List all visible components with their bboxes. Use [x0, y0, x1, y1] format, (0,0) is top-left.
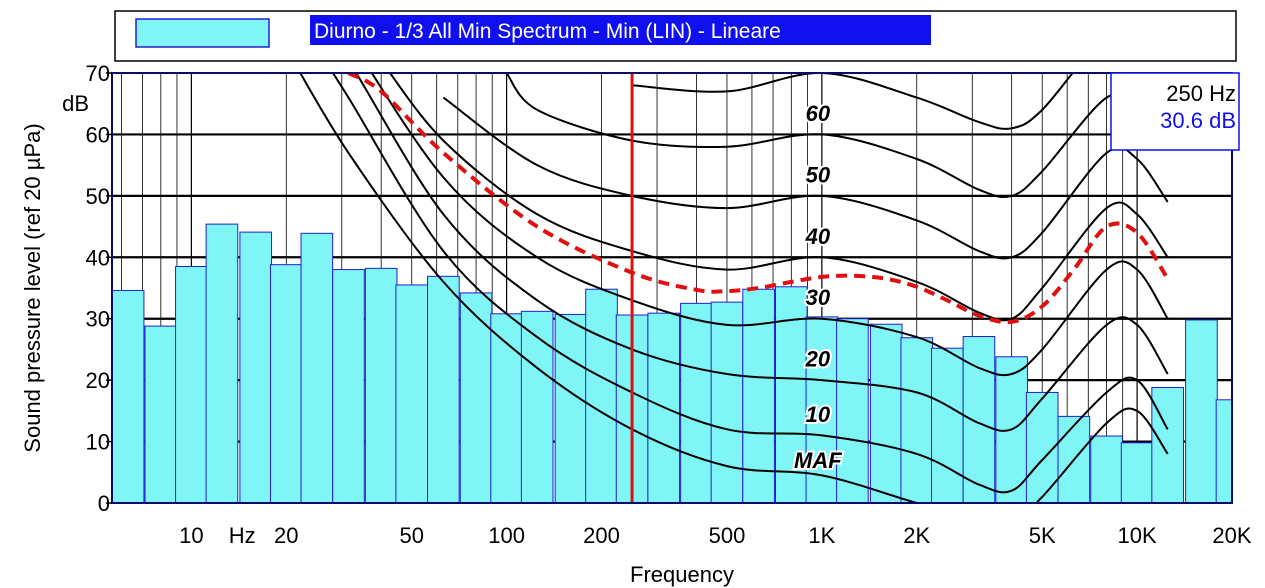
- spectrum-bar: [364, 267, 398, 504]
- contour-curve: [388, 73, 1169, 322]
- spectrum-bar: [175, 266, 208, 504]
- spectrum-bar: [836, 318, 869, 504]
- contour-label: 30: [806, 285, 831, 310]
- spectrum-bar: [1090, 435, 1123, 504]
- legend-label-background: [310, 15, 931, 45]
- spectrum-bar: [427, 275, 460, 504]
- spectrum-bar: [900, 337, 934, 504]
- spectrum-bar: [930, 347, 964, 504]
- spectrum-bar: [332, 269, 365, 504]
- spectrum-bar: [585, 288, 618, 504]
- x-tick-label: 100: [488, 523, 525, 548]
- spectrum-bar: [111, 289, 145, 504]
- spectrum-bar: [1151, 387, 1184, 504]
- contour-label: MAF: [794, 448, 842, 473]
- x-tick-label: 500: [709, 523, 746, 548]
- spectrum-bar: [239, 231, 273, 504]
- x-tick-label: 10: [179, 523, 203, 548]
- contour-label: 10: [806, 402, 831, 427]
- contour-curve: [331, 73, 1169, 494]
- x-tick-label: 200: [583, 523, 620, 548]
- y-tick-label: 60: [86, 122, 110, 147]
- x-tick-label: 50: [399, 523, 423, 548]
- x-tick-label: 1K: [808, 523, 835, 548]
- spectrum-bar: [1215, 399, 1233, 504]
- spectrum-bar: [520, 310, 554, 504]
- spectrum-bar: [1185, 319, 1218, 504]
- contour-curve: [505, 73, 1169, 199]
- spectrum-bar: [269, 264, 303, 504]
- spectrum-bar: [962, 336, 996, 504]
- spectrum-bar: [710, 301, 744, 504]
- y-tick-label: 0: [98, 491, 110, 516]
- readout-frequency: 250 Hz: [1166, 81, 1236, 106]
- legend-swatch: [135, 18, 270, 48]
- readout-box: [1110, 72, 1240, 151]
- y-tick-label: 20: [86, 368, 110, 393]
- contour-curve: [370, 73, 1169, 377]
- x-tick-label: 2K: [903, 523, 930, 548]
- plot-area: MAF 10 20 30 40 50 60: [111, 72, 1233, 504]
- contour-curve: [442, 96, 1169, 260]
- spectrum-bar: [144, 325, 178, 504]
- x-tick-label: Hz: [229, 523, 256, 548]
- spectrum-bar: [300, 232, 334, 504]
- y-axis-title: Sound pressure level (ref 20 µPa): [20, 123, 45, 452]
- spectrum-bar: [205, 223, 239, 504]
- y-tick-label: 10: [86, 430, 110, 455]
- y-tick-label: 30: [86, 307, 110, 332]
- spectrum-bar: [774, 286, 808, 504]
- spectrum-bar: [869, 323, 903, 504]
- x-tick-label: 20K: [1212, 523, 1251, 548]
- spectrum-bar: [554, 313, 588, 504]
- contour-curves: [299, 73, 1169, 503]
- spectrum-bar: [459, 292, 493, 504]
- contour-curve: [632, 73, 1074, 130]
- y-tick-label: 70: [86, 61, 110, 86]
- x-tick-label: 10K: [1118, 523, 1157, 548]
- spectrum-bar: [805, 316, 839, 504]
- contour-curve: [355, 73, 1169, 432]
- spectrum-bar: [1120, 442, 1154, 504]
- contour-label: 40: [805, 224, 831, 249]
- spectrum-bar: [680, 302, 713, 504]
- cursor-readout: 250 Hz 30.6 dB: [1110, 72, 1240, 151]
- y-tick-label: 40: [86, 245, 110, 270]
- contour-labels: MAF 10 20 30 40 50 60: [792, 99, 844, 475]
- legend-box: Diurno - 1/3 All Min Spectrum - Min (LIN…: [114, 10, 1237, 62]
- x-axis-ticks: 10 Hz 20 50 100 200 500 1K 2K 5K 10K 20K: [179, 523, 1252, 548]
- x-tick-label: 5K: [1029, 523, 1056, 548]
- contour-label: 50: [806, 162, 831, 187]
- plot-border: [111, 72, 1233, 504]
- readout-level: 30.6 dB: [1160, 108, 1236, 133]
- y-axis-ticks: 0 10 20 30 40 50 60 70: [86, 61, 112, 516]
- y-tick-label: 50: [86, 184, 110, 209]
- contour-label: 60: [806, 101, 831, 126]
- contour-label: 20: [805, 347, 831, 372]
- threshold-curve: [347, 73, 1170, 325]
- x-tick-label: 20: [274, 523, 298, 548]
- contour-curve: [299, 73, 1169, 503]
- spectrum-bar: [395, 284, 429, 504]
- y-axis-unit: dB: [62, 91, 89, 116]
- legend-label: Diurno - 1/3 All Min Spectrum - Min (LIN…: [314, 20, 781, 43]
- spectrum-bar: [490, 313, 523, 504]
- x-axis-title: Frequency: [630, 562, 734, 587]
